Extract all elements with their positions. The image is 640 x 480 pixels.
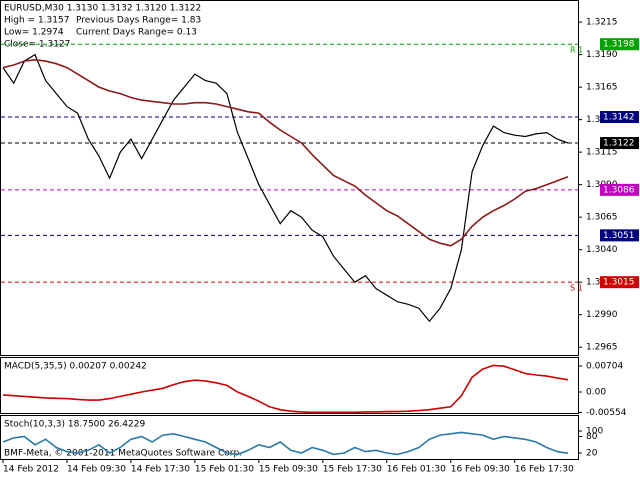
info-text: Current Days Range= 0.13 (76, 28, 197, 38)
y-tick-label: 100 (586, 427, 603, 437)
series-line (2, 53, 569, 323)
y-tick-label: 1.2965 (586, 343, 618, 353)
y-tick-label: 80 (586, 432, 598, 442)
level-box (600, 111, 639, 124)
x-tick-label: 15 Feb 17:30 (323, 465, 382, 475)
x-tick-label: 14 Feb 09:30 (67, 465, 126, 475)
macd-title: MACD(5,35,5) 0.00207 0.00242 (4, 362, 147, 372)
y-tick-label: 1.3190 (586, 50, 618, 60)
level-label: 1.3122 (603, 139, 635, 149)
y-tick-label: 20 (586, 449, 598, 459)
info-text: Previous Days Range= 1.83 (76, 16, 201, 26)
y-tick-label: 1.3040 (586, 245, 618, 255)
pivot-name: S 1 (570, 284, 583, 293)
level-box (600, 229, 639, 242)
level-label: 1.3086 (603, 185, 635, 195)
macd-panel (0, 357, 579, 414)
price-panel (0, 0, 579, 356)
level-box (600, 276, 639, 289)
y-tick-label: 1.3065 (586, 213, 618, 223)
y-tick-label: 1.3215 (586, 18, 618, 28)
x-tick-label: 15 Feb 01:30 (195, 465, 254, 475)
pivot-name: R 1 (570, 46, 583, 55)
series-line (2, 58, 569, 247)
level-label: 1.3015 (603, 278, 635, 288)
info-text: Low= 1.2974 (4, 28, 64, 38)
level-label: 1.3198 (603, 40, 635, 50)
level-label: 1.3142 (603, 113, 635, 123)
y-tick-label: 0.00 (586, 387, 606, 397)
copyright: BMF-Meta, © 2001-2011 MetaQuotes Softwar… (4, 449, 242, 459)
level-label: 1.3051 (603, 231, 635, 241)
x-tick-label: 14 Feb 2012 (3, 465, 59, 475)
y-tick-label: 1.3165 (586, 83, 618, 93)
y-tick-label: -0.00554 (586, 408, 627, 418)
series-line (2, 431, 569, 456)
symbol-title: EURUSD,M30 1.3130 1.3132 1.3120 1.3122 (4, 4, 201, 14)
x-tick-label: 16 Feb 01:30 (387, 465, 446, 475)
series-line (2, 364, 569, 414)
y-tick-label: 0.00704 (586, 362, 623, 372)
stoch-panel (0, 415, 579, 460)
level-box (600, 38, 639, 51)
stoch-title: Stoch(10,3,3) 18.7500 26.4229 (4, 420, 145, 430)
x-tick-label: 15 Feb 09:30 (259, 465, 318, 475)
x-tick-label: 14 Feb 17:30 (131, 465, 190, 475)
info-text: High = 1.3157 (4, 16, 69, 26)
x-tick-label: 16 Feb 09:30 (451, 465, 510, 475)
y-tick-label: 1.3115 (586, 148, 618, 158)
y-tick-label: 1.2990 (586, 310, 618, 320)
x-tick-label: 16 Feb 17:30 (515, 465, 574, 475)
level-box (600, 137, 639, 150)
level-box (600, 183, 639, 196)
